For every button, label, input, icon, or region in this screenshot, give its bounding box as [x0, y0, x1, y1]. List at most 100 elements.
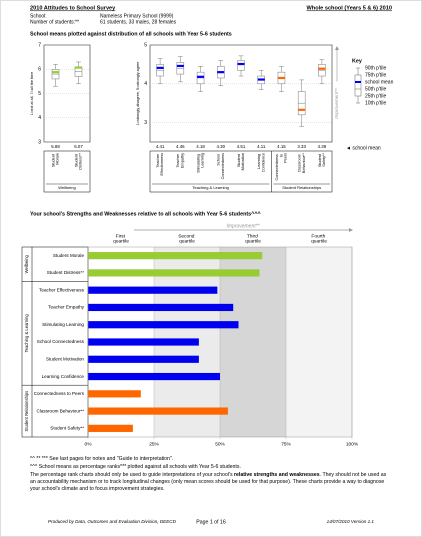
key-mean — [355, 81, 361, 83]
report-scope: Whole school (Years 5 & 6) 2010 — [307, 5, 393, 11]
improvement-arrowhead — [349, 228, 353, 232]
category-label: Learning Confidence — [257, 153, 265, 172]
bar — [88, 269, 260, 277]
section-title: School means plotted against distributio… — [30, 31, 232, 37]
category-label: Classroom Behaviour** — [37, 408, 85, 413]
improvement-arrowhead — [335, 46, 339, 50]
mean-label: 6.07 — [74, 144, 83, 149]
bar — [88, 321, 239, 329]
group-label: Wellbeing — [58, 185, 76, 190]
group-label: Student Relationships — [282, 185, 321, 190]
mean-label: 4.11 — [257, 144, 266, 149]
quartile-band — [286, 247, 352, 437]
key-entry: 90th p'tile — [365, 65, 386, 71]
mean-label: 3.33 — [297, 144, 306, 149]
x-tick-label: 0% — [85, 441, 93, 447]
category-label: School Connectedness — [37, 339, 85, 344]
y-tick-label: 4 — [38, 115, 41, 121]
quartile-label: Second quartile — [178, 234, 196, 245]
school-name: Nameless Primary School (9999) — [100, 13, 174, 19]
category-label: Student Motivation — [237, 153, 245, 170]
group-label: Teaching & Learning — [24, 314, 29, 353]
mean-label: 4.30 — [217, 144, 226, 149]
category-label: Connectedness to Peers — [34, 391, 85, 396]
category-label: School Connectedness — [217, 153, 225, 179]
mean-marker — [75, 66, 82, 69]
notes: ^^ ** *** See last pages for notes and "… — [30, 456, 392, 494]
mean-marker — [197, 75, 205, 78]
mean-marker — [237, 62, 245, 66]
bar — [88, 303, 234, 312]
category-label: Learning Confidence — [42, 374, 85, 379]
category-label: Connectedness to Peers — [275, 153, 287, 181]
category-label: Student Motivation — [46, 356, 84, 361]
paragraph: The percentage rank charts should only b… — [30, 472, 392, 493]
mean-marker — [298, 108, 306, 111]
mean-label: 4.41 — [156, 144, 165, 149]
mean-marker — [257, 78, 265, 81]
text: The percentage rank charts should only b… — [30, 472, 235, 479]
y-axis-label: 1=not at all, 7=all the time — [30, 72, 34, 115]
mean-label: 4.15 — [277, 144, 286, 149]
mean-marker — [318, 67, 326, 70]
category-label: Student Safety** — [50, 426, 84, 431]
bar — [88, 424, 133, 432]
bar — [88, 252, 263, 260]
category-label: Stimulating Learning — [196, 153, 204, 173]
text: . They should not be used as an accounta… — [30, 472, 387, 493]
footer-page: Page 1 of 16 — [196, 519, 226, 525]
label-frame — [149, 150, 333, 193]
note: ^^ ** *** See last pages for notes and "… — [30, 456, 174, 462]
y-tick-label: 4 — [144, 81, 147, 87]
students-count: 61 students, 33 males, 28 females — [100, 19, 177, 25]
improvement-label: Improvement** — [334, 88, 339, 119]
mean-marker — [277, 76, 285, 80]
y-tick-label: 3 — [38, 139, 41, 145]
box — [237, 60, 245, 71]
bar — [88, 338, 199, 346]
bar — [88, 286, 218, 294]
y-tick-label: 5 — [38, 91, 41, 97]
category-label: Student Distress** — [47, 270, 84, 275]
mean-marker — [52, 71, 59, 74]
category-label: Student Distress** — [74, 152, 82, 169]
text-bold: relative strengths and weaknesses — [234, 472, 320, 479]
improvement-label: Improvement** — [226, 223, 260, 229]
key-entry: 25th p'tile — [365, 93, 386, 99]
footer-producer: Produced by Data, Outcomes and Evaluatio… — [48, 519, 177, 524]
report-title: 2010 Attitudes to School Survey — [30, 5, 116, 11]
x-tick-label: 25% — [149, 441, 159, 447]
category-label: Teacher Empathy — [48, 305, 84, 310]
category-label: Student Safety** — [318, 152, 326, 167]
quartile-label: Third quartile — [245, 234, 261, 245]
bar — [88, 390, 141, 398]
footer-version: 14/07/2010 Version 1.1 — [327, 519, 375, 524]
y-tick-label: 3 — [144, 120, 147, 126]
mean-marker — [156, 66, 164, 69]
quartile-label: Fourth quartile — [311, 234, 327, 245]
plot-frame — [87, 246, 353, 438]
quartile-band — [220, 247, 286, 437]
bar — [88, 372, 220, 381]
mean-pointer: ◄ school mean — [346, 145, 381, 151]
key-entry: 50th p'tile — [365, 86, 386, 92]
mean-marker — [176, 64, 184, 68]
category-label: Teacher Effectiveness — [156, 153, 164, 176]
category-label: Student Morale — [53, 253, 85, 258]
key-entry: 10th p'tile — [365, 100, 386, 106]
bar — [88, 407, 228, 415]
x-tick-label: 75% — [281, 441, 291, 447]
category-label: Stimulating Learning — [42, 322, 84, 327]
x-tick-label: 100% — [346, 441, 359, 447]
mean-label: 4.46 — [176, 144, 185, 149]
mean-label: 4.51 — [237, 144, 246, 149]
mean-label: 4.39 — [318, 144, 327, 149]
category-label: Classroom Behaviour** — [298, 152, 306, 173]
mean-marker — [217, 71, 225, 74]
note: ^^^ School means as percentage ranks*** … — [30, 464, 241, 471]
category-label: Student Morale — [51, 153, 59, 167]
x-tick-label: 50% — [215, 441, 225, 447]
key-title: Key — [352, 58, 362, 64]
